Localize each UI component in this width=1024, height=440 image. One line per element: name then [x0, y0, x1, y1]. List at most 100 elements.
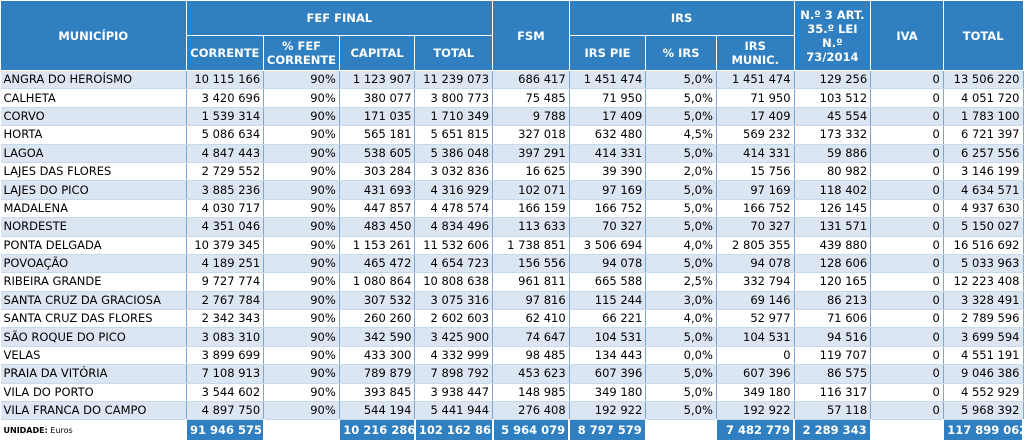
cell-total: 13 506 220: [943, 70, 1024, 90]
cell-pct-fef-corrente: 90%: [263, 401, 340, 421]
cell-fsm: 148 985: [492, 383, 570, 403]
cell-fsm: 97 816: [492, 291, 570, 311]
cell-fsm: 686 417: [492, 70, 570, 90]
cell-iva: 0: [870, 346, 944, 366]
table-row: LAJES DAS FLORES 2 729 552 90% 303 284 3 032…: [0, 162, 1024, 182]
cell-irs-munic: 0: [716, 346, 795, 366]
table-row: PONTA DELGADA 10 379 345 90% 1 153 261 11 53…: [0, 236, 1024, 255]
cell-pct-irs: 2,5%: [645, 272, 717, 292]
total-irs-munic: 7 482 779: [716, 419, 796, 440]
cell-total-fef: 4 316 929: [414, 180, 494, 200]
cell-art35: 45 554: [794, 107, 872, 127]
cell-corrente: 4 351 046: [186, 217, 265, 237]
table-row: ANGRA DO HEROÍSMO 10 115 166 90% 1 123 907 1…: [0, 70, 1024, 90]
header-pct-irs: % IRS: [645, 35, 717, 71]
cell-iva: 0: [870, 327, 944, 347]
cell-total-fef: 5 651 815: [414, 125, 494, 145]
cell-irs-munic: 332 794: [716, 272, 795, 292]
cell-municipio: CORVO: [0, 107, 187, 127]
cell-capital: 1 123 907: [339, 70, 416, 90]
cell-iva: 0: [870, 107, 944, 127]
cell-pct-fef-corrente: 90%: [263, 70, 340, 90]
table-header: MUNICÍPIO FEF FINAL FSM IRS N.º 3 ART. 3…: [0, 0, 1024, 71]
cell-art35: 131 571: [794, 217, 872, 237]
cell-corrente: 10 379 345: [186, 236, 265, 255]
cell-fsm: 62 410: [492, 309, 570, 329]
cell-fsm: 156 556: [492, 254, 570, 274]
cell-total-fef: 3 938 447: [414, 383, 494, 403]
cell-municipio: PONTA DELGADA: [0, 236, 187, 255]
cell-pct-irs: 3,0%: [645, 291, 717, 311]
cell-municipio: VILA DO PORTO: [0, 383, 187, 403]
cell-total: 2 789 596: [943, 309, 1024, 329]
header-iva: IVA: [870, 0, 944, 71]
cell-pct-irs: 5,0%: [645, 199, 717, 219]
cell-irs-munic: 69 146: [716, 291, 795, 311]
cell-irs-pie: 97 169: [569, 180, 647, 200]
cell-irs-munic: 71 950: [716, 88, 795, 108]
cell-art35: 80 982: [794, 162, 872, 182]
cell-municipio: SÃO ROQUE DO PICO: [0, 327, 187, 347]
cell-art35: 120 165: [794, 272, 872, 292]
cell-pct-irs: 5,0%: [645, 254, 717, 274]
cell-total-fef: 11 532 606: [414, 236, 494, 255]
cell-irs-munic: 17 409: [716, 107, 795, 127]
cell-total: 9 046 386: [943, 364, 1024, 384]
cell-municipio: VILA FRANCA DO CAMPO: [0, 401, 187, 421]
total-fsm: 5 964 079: [492, 419, 571, 440]
cell-capital: 433 300: [339, 346, 416, 366]
cell-capital: 260 260: [339, 309, 416, 329]
cell-irs-pie: 115 244: [569, 291, 647, 311]
cell-pct-fef-corrente: 90%: [263, 272, 340, 292]
cell-art35: 173 332: [794, 125, 872, 145]
cell-total: 4 552 929: [943, 383, 1024, 403]
cell-irs-pie: 1 451 474: [569, 70, 647, 90]
total-fef: 102 162 861: [414, 419, 494, 440]
cell-pct-irs: 5,0%: [645, 180, 717, 200]
table-body: ANGRA DO HEROÍSMO 10 115 166 90% 1 123 907 1…: [0, 70, 1024, 421]
cell-irs-munic: 104 531: [716, 327, 795, 347]
cell-irs-pie: 94 078: [569, 254, 647, 274]
cell-corrente: 4 897 750: [186, 401, 265, 421]
cell-pct-fef-corrente: 90%: [263, 88, 340, 108]
header-corrente: CORRENTE: [185, 35, 265, 71]
unit-label: UNIDADE:: [3, 425, 48, 435]
cell-capital: 393 845: [339, 383, 416, 403]
cell-total-fef: 3 425 900: [414, 327, 494, 347]
total-grand: 117 899 062: [943, 419, 1024, 440]
total-capital: 10 216 286: [339, 419, 416, 440]
cell-fsm: 9 788: [492, 107, 570, 127]
cell-irs-munic: 1 451 474: [716, 70, 795, 90]
cell-art35: 57 118: [794, 401, 872, 421]
cell-total-fef: 1 710 349: [414, 107, 494, 127]
cell-iva: 0: [870, 364, 944, 384]
cell-fsm: 16 625: [492, 162, 570, 182]
cell-municipio: PRAIA DA VITÓRIA: [0, 364, 187, 384]
cell-total: 4 551 191: [943, 346, 1024, 366]
cell-art35: 126 145: [794, 199, 872, 219]
cell-total-fef: 4 654 723: [414, 254, 494, 274]
cell-corrente: 3 544 602: [186, 383, 265, 403]
table-row: LAGOA 4 847 443 90% 538 605 5 386 048 397 291…: [0, 144, 1024, 163]
cell-art35: 119 707: [794, 346, 872, 366]
cell-municipio: LAGOA: [0, 144, 187, 163]
table-row: LAJES DO PICO 3 885 236 90% 431 693 4 316 92…: [0, 180, 1024, 200]
cell-iva: 0: [870, 217, 944, 237]
cell-capital: 483 450: [339, 217, 416, 237]
cell-irs-munic: 607 396: [716, 364, 795, 384]
cell-capital: 789 879: [339, 364, 416, 384]
cell-iva: 0: [870, 401, 944, 421]
cell-iva: 0: [870, 254, 944, 274]
cell-pct-fef-corrente: 90%: [263, 254, 340, 274]
cell-iva: 0: [870, 180, 944, 200]
cell-corrente: 3 420 696: [186, 88, 265, 108]
cell-irs-munic: 70 327: [716, 217, 795, 237]
cell-irs-munic: 569 232: [716, 125, 795, 145]
cell-pct-fef-corrente: 90%: [263, 327, 340, 347]
cell-capital: 465 472: [339, 254, 416, 274]
cell-corrente: 1 539 314: [186, 107, 265, 127]
cell-art35: 439 880: [794, 236, 872, 255]
cell-total: 16 516 692: [943, 236, 1024, 255]
cell-total-fef: 2 602 603: [414, 309, 494, 329]
cell-total-fef: 10 808 638: [414, 272, 494, 292]
